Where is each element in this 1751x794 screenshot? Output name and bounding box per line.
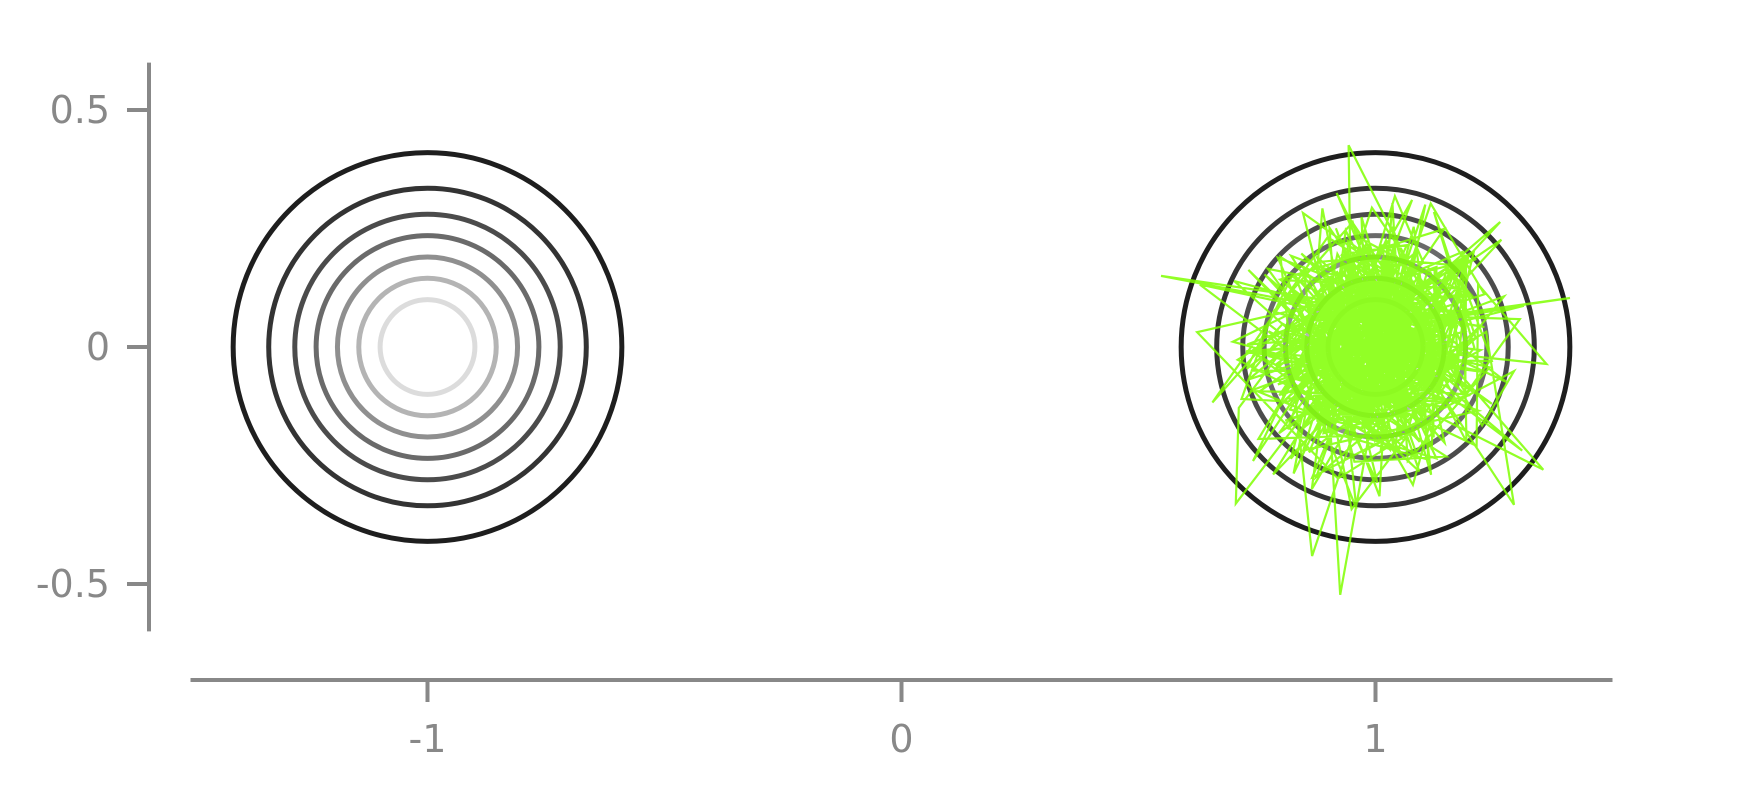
contour-line: [313, 233, 542, 461]
contour-line: [377, 297, 478, 397]
y-tick-label: 0.5: [50, 88, 110, 132]
contour-line: [1214, 185, 1537, 509]
contour-group-0: [230, 150, 625, 544]
contour-line: [356, 275, 499, 419]
sample-trace-line: [1160, 144, 1571, 595]
contour-line: [230, 150, 625, 544]
y-tick-label: 0: [86, 325, 110, 369]
contour-line: [292, 211, 563, 483]
axes: 0.5 0 -0.5 -1 0 1: [36, 62, 1613, 761]
x-tick-label: 1: [1363, 717, 1387, 761]
x-tick-label: -1: [409, 717, 447, 761]
sample-trace-layer: [1160, 144, 1571, 595]
y-tick-label: -0.5: [36, 562, 110, 606]
contour-line: [334, 254, 521, 440]
contour-line: [266, 185, 589, 509]
contour-line: [1178, 150, 1573, 544]
x-tick-label: 0: [889, 717, 913, 761]
